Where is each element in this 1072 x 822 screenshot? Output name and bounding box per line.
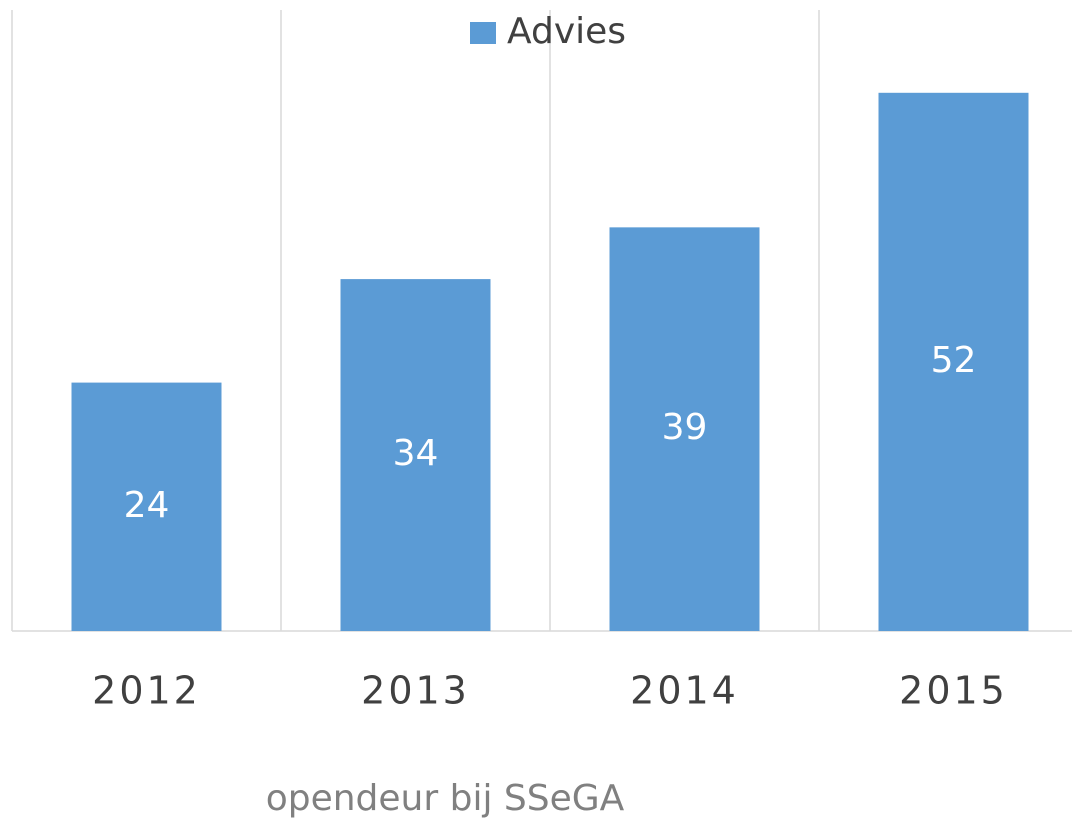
data-label: 24 [124, 485, 170, 526]
legend-label: Advies [507, 11, 626, 52]
data-label: 39 [662, 407, 708, 448]
legend-swatch [470, 22, 496, 44]
bar [878, 92, 1029, 632]
data-label: 52 [931, 340, 977, 381]
bar [71, 382, 222, 631]
data-label: 34 [393, 433, 439, 474]
x-axis-title: opendeur bij SSeGA [266, 778, 625, 819]
x-tick-label: 2014 [630, 669, 739, 713]
x-tick-label: 2012 [92, 669, 201, 713]
x-tick-label: 2015 [899, 669, 1008, 713]
bar [340, 279, 491, 631]
x-tick-label: 2013 [361, 669, 470, 713]
bar [609, 227, 760, 631]
